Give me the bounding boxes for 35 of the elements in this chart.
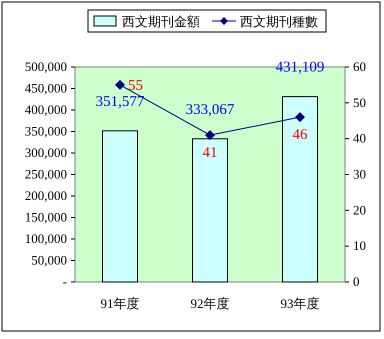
y-tick-label: 100,000 [24, 231, 67, 246]
y2-tick-label: 60 [353, 59, 366, 74]
x-tick-label: 92年度 [190, 296, 230, 311]
x-tick-label: 93年度 [280, 296, 320, 311]
y-tick-label: 200,000 [24, 188, 67, 203]
data-label: 431,109 [276, 60, 324, 76]
legend-label: 西文期刊金額 [122, 15, 200, 30]
y-tick-label: 50,000 [31, 252, 67, 268]
bar [192, 138, 228, 282]
point [205, 130, 215, 140]
y-tick-label: 150,000 [24, 210, 67, 224]
y2-tick-label: 0 [353, 274, 360, 289]
point [115, 80, 125, 90]
y-tick-label: 500,000 [24, 59, 67, 74]
y-tick-label: 400,000 [24, 102, 67, 117]
data-label: 46 [292, 127, 308, 144]
point [295, 112, 305, 122]
bar [282, 96, 318, 282]
y-tick-label: 300,000 [24, 145, 67, 160]
bar [102, 130, 138, 282]
x-tick-label: 91年度 [100, 296, 140, 311]
data-label: 333,067 [186, 102, 235, 118]
y-tick-label: 450,000 [24, 80, 67, 96]
y-tick-label: - [62, 274, 67, 289]
data-label: 55 [128, 78, 143, 94]
y-tick-label: 350,000 [24, 124, 67, 138]
y2-tick-label: 50 [353, 94, 366, 110]
y2-tick-label: 10 [353, 238, 366, 254]
y-tick-label: 250,000 [24, 166, 67, 182]
data-label: 41 [202, 145, 218, 162]
y2-tick-label: 30 [353, 166, 366, 182]
legend-label: 西文期刊種數 [240, 15, 318, 30]
y2-tick-label: 20 [353, 202, 366, 218]
y2-tick-label: 40 [353, 130, 366, 146]
data-label: 351,577 [96, 94, 145, 110]
